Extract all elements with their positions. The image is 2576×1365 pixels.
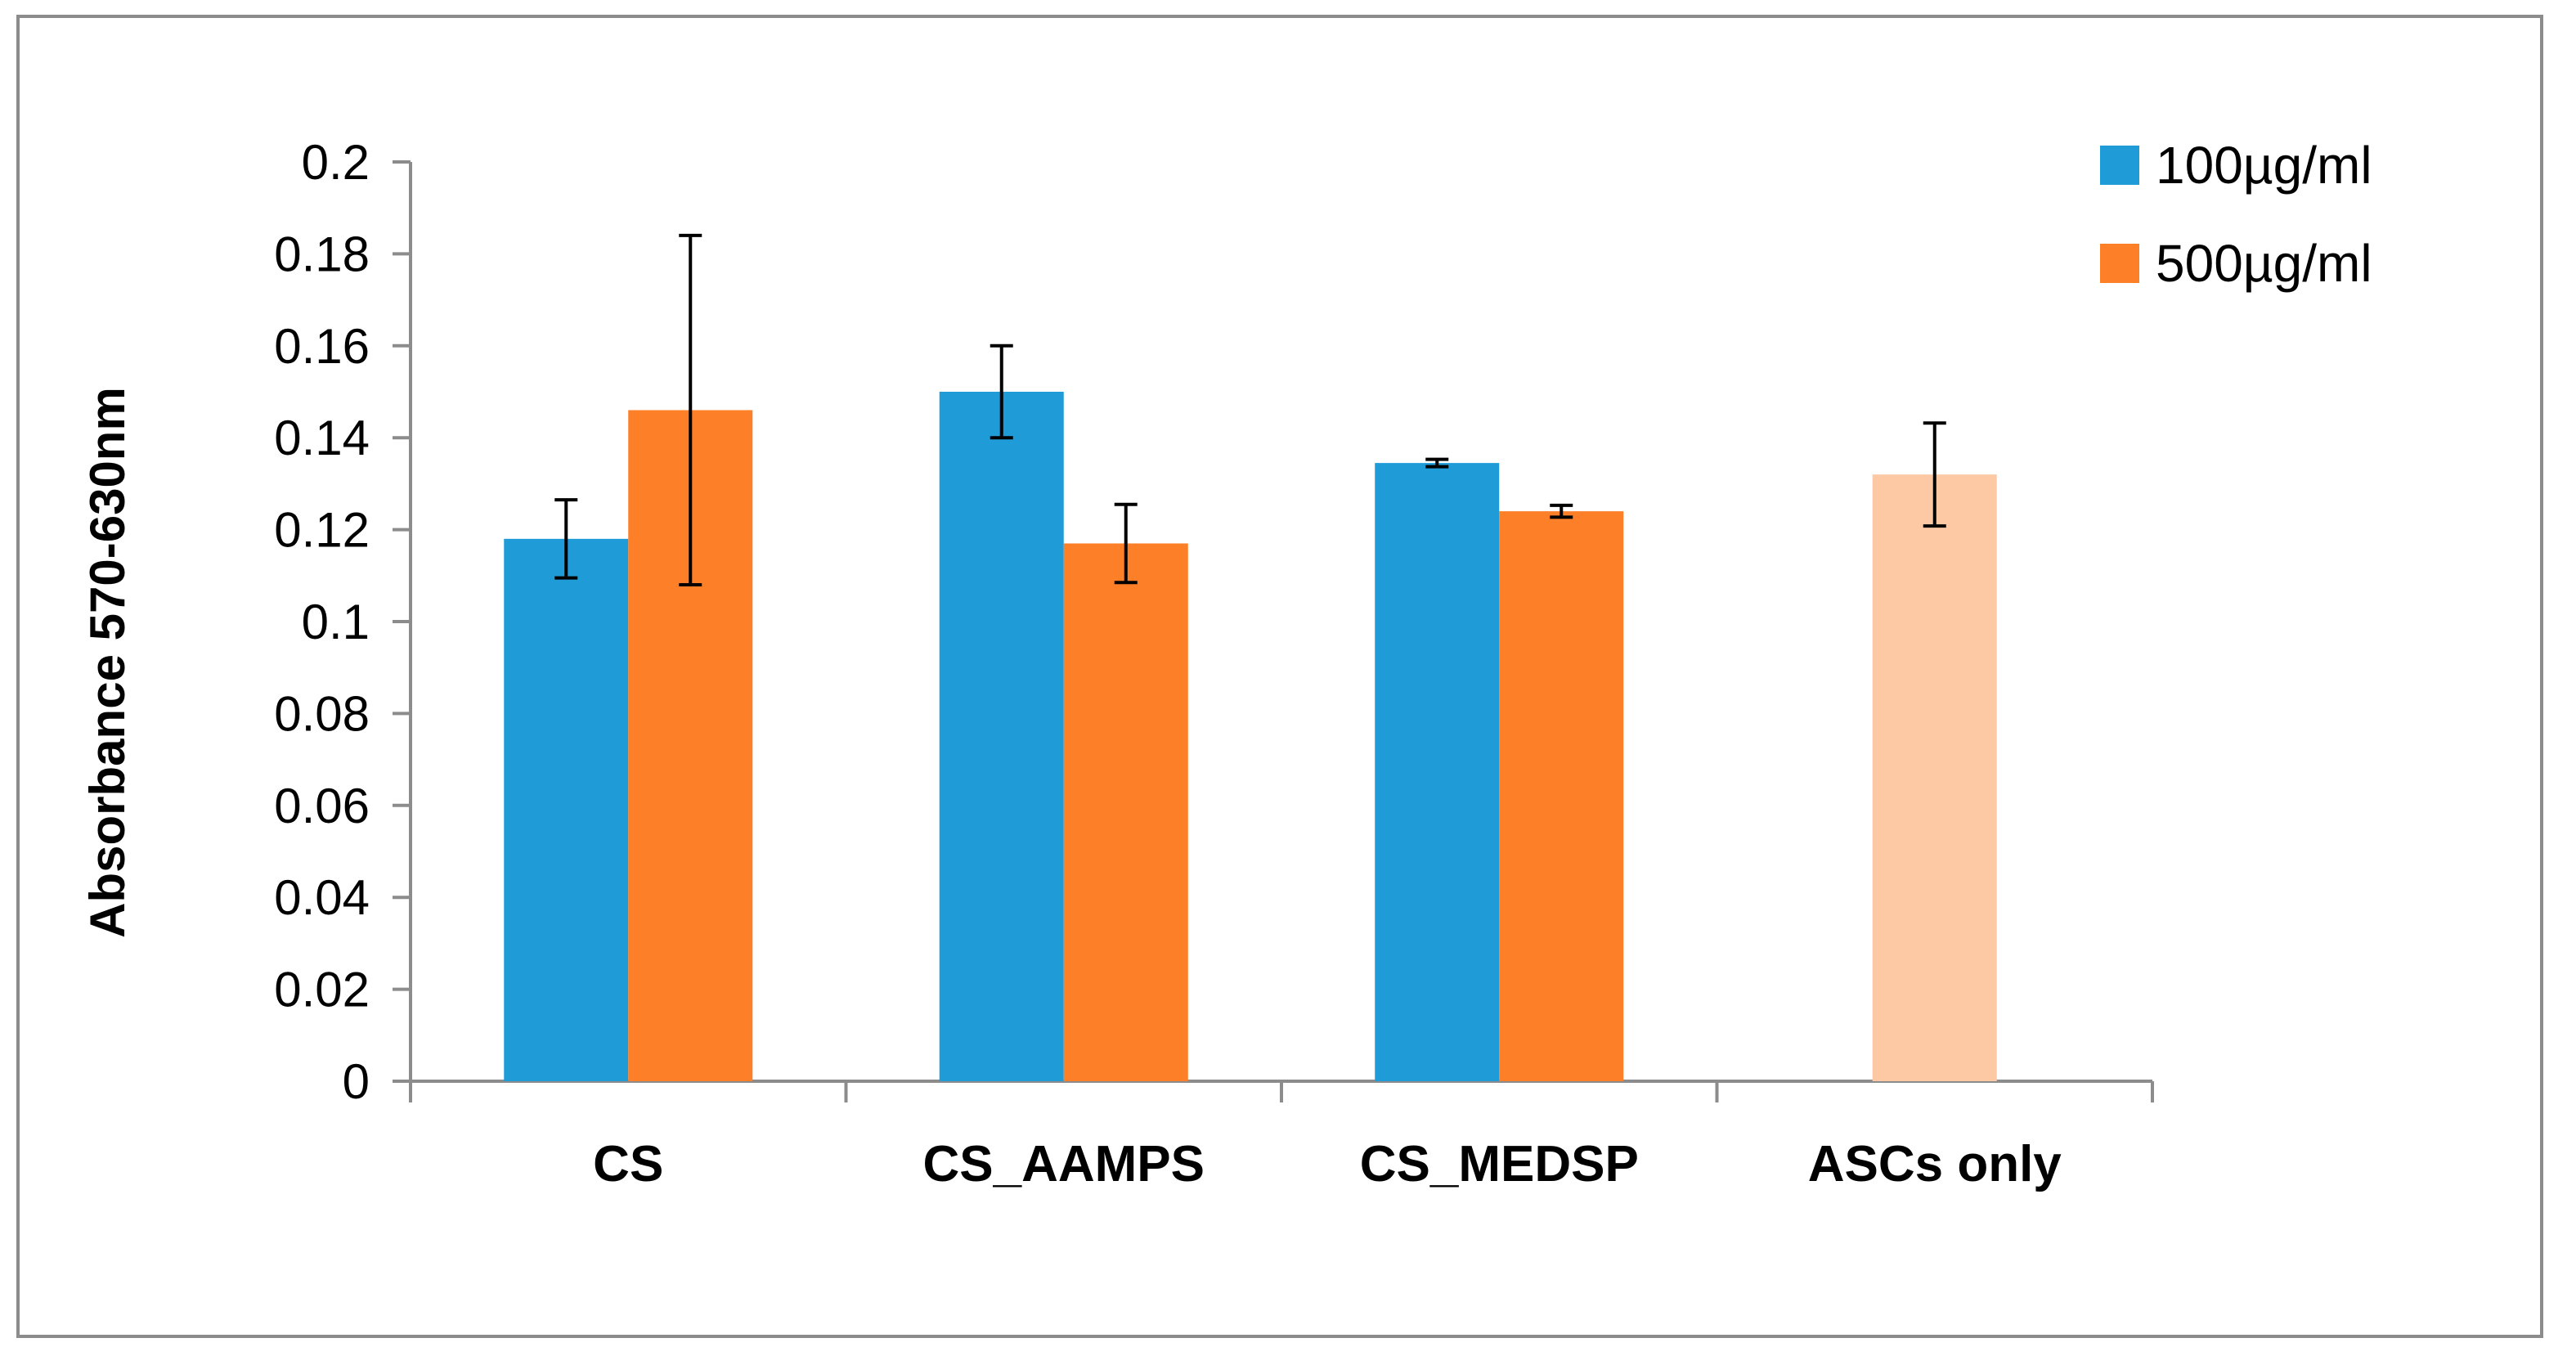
x-axis: CS CS_AAMPS CS_MEDSP ASCs only bbox=[409, 1080, 2154, 1192]
bar-series-2 bbox=[1063, 543, 1188, 1081]
y-tick-label: 0 bbox=[343, 1054, 370, 1109]
x-category-label: CS bbox=[593, 1136, 663, 1192]
x-category-label: ASCs only bbox=[1808, 1136, 2062, 1192]
y-tick-label: 0.14 bbox=[274, 411, 370, 465]
bar-series-2 bbox=[1499, 511, 1624, 1081]
bar-series-1 bbox=[504, 538, 629, 1081]
x-category-label: CS_MEDSP bbox=[1360, 1136, 1639, 1192]
bar-series-1 bbox=[1375, 463, 1500, 1081]
legend: 100µg/ml 500µg/ml bbox=[2100, 136, 2372, 293]
error-bars bbox=[554, 233, 1946, 587]
y-tick-label: 0.06 bbox=[274, 779, 370, 833]
y-tick-label: 0.2 bbox=[302, 135, 370, 190]
y-tick-label: 0.16 bbox=[274, 319, 370, 374]
bars bbox=[504, 392, 1997, 1082]
bar-control bbox=[1872, 474, 1997, 1081]
y-tick-label: 0.04 bbox=[274, 870, 370, 925]
y-tick-label: 0.18 bbox=[274, 227, 370, 281]
y-axis-title: Absorbance 570-630nm bbox=[80, 387, 135, 938]
y-tick-label: 0.12 bbox=[274, 503, 370, 558]
y-tick-label: 0.1 bbox=[302, 595, 370, 649]
legend-swatch bbox=[2100, 244, 2139, 283]
chart-frame bbox=[16, 15, 2543, 1338]
y-tick-label: 0.02 bbox=[274, 963, 370, 1017]
x-category-label: CS_AAMPS bbox=[922, 1136, 1205, 1192]
legend-label: 500µg/ml bbox=[2156, 234, 2372, 293]
legend-swatch bbox=[2100, 146, 2139, 185]
legend-label: 100µg/ml bbox=[2156, 136, 2372, 195]
y-tick-label: 0.08 bbox=[274, 686, 370, 741]
y-axis: 0 0.02 0.04 0.06 0.08 0.1 0.12 0.14 0.16 0.18 0.2 bbox=[274, 135, 412, 1109]
bar-series-1 bbox=[939, 392, 1064, 1081]
